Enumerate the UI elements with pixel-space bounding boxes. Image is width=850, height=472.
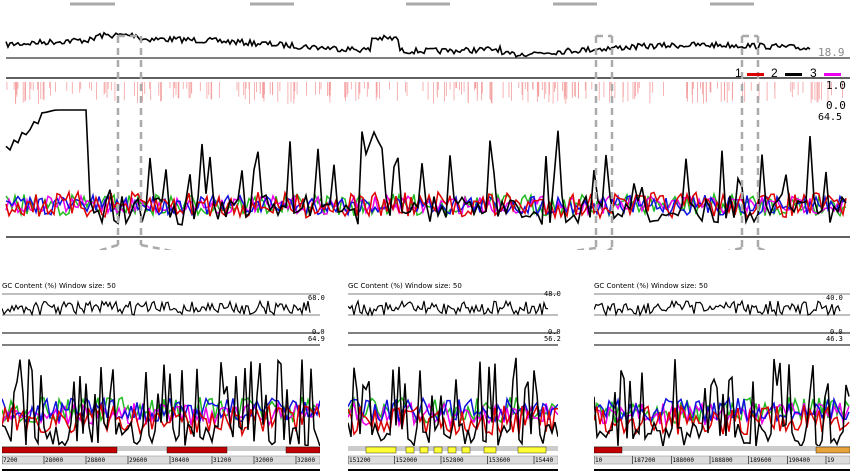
p3-feature-2[interactable] [815,446,850,454]
series-legend: 1 2 3 [735,66,850,80]
overview-series-black [5,109,847,226]
legend-swatch-3 [824,73,841,76]
panel-1-plot [2,293,320,471]
legend-label-1: 1 [735,66,742,80]
p3-tick-5: 189600 [749,457,772,464]
legend-label-3: 3 [810,66,817,80]
p2-feature-2[interactable] [405,446,415,454]
p2-feature-5[interactable] [447,446,457,454]
feature-stripes [6,82,843,104]
p3-gc-line [594,299,841,317]
panel-3-gc-min: 0.0 [830,328,843,336]
p1-tick-1: 7200 [3,457,18,464]
legend-swatch-2 [785,73,802,76]
detail-panel-3[interactable]: GC Content (%) Window size: 50 40.0 0.0 … [594,282,850,472]
p2-feature-4[interactable] [433,446,443,454]
p1-tick-7: 32000 [255,457,274,464]
p2-feature-6[interactable] [461,446,471,454]
panel-1-title: GC Content (%) Window size: 50 [2,282,116,290]
overview-scale-value: 64.5 [818,112,843,123]
overview-scale-top: 1.0 [826,79,846,92]
p2-feature-8[interactable] [517,446,547,454]
p2-tick-4: 153600 [488,457,511,464]
p3-tick-7: 19 [827,457,835,464]
p3-tick-6: 190400 [788,457,811,464]
overview-series-lines [5,109,847,226]
zoom-guide-3-5 [757,246,768,250]
p1-tick-6: 31200 [213,457,232,464]
p2-series-black [348,357,558,448]
p2-tick-1: 151200 [349,457,371,464]
p3-tick-2: 187200 [633,457,656,464]
p3-tick-4: 188800 [711,457,733,464]
p1-feature-1[interactable] [2,446,118,454]
panel-2-plot [348,293,558,471]
panel-2-gc-mean: 56.2 [544,335,561,343]
p1-gc-line [2,299,311,317]
overview-svg [5,2,850,250]
p1-feature-3[interactable] [285,446,320,454]
p2-tick-2: 152000 [395,457,418,464]
zoom-guides [96,34,768,250]
overview-gc-max: 18.9 [818,46,845,59]
p2-feature-7[interactable] [483,446,497,454]
p2-tick-5: 15440 [535,457,554,464]
panel-3-plot [594,293,850,471]
p2-feature-1[interactable] [365,446,397,454]
zoom-guide-3-4 [726,246,743,250]
legend-swatch-1 [747,73,764,76]
p3-series-black [594,358,850,449]
panel-3-gc-max: 40.0 [826,294,843,302]
p2-feature-3[interactable] [419,446,429,454]
p3-tick-3: 188000 [672,457,695,464]
zoom-guide-2-4 [570,246,597,250]
panel-3-title: GC Content (%) Window size: 50 [594,282,708,290]
zoom-guide-1-4 [96,243,119,250]
zoom-guide-2-5 [606,246,613,250]
p3-feature-1[interactable] [594,446,623,454]
panel-3-gc-mean: 46.3 [826,335,843,343]
overview-plot: 18.9 1.0 0.0 64.5 1 2 3 [5,2,850,250]
overview-gc-line [5,31,811,58]
panel-1-gc-min: 0.0 [312,328,325,336]
p3-tick-1: 10 [595,457,603,464]
zoom-guide-1-5 [140,243,174,250]
p1-tick-8: 32800 [297,457,316,464]
p2-gc-line [348,299,549,317]
p1-series-black [2,358,320,447]
p1-tick-5: 30400 [171,457,190,464]
panel-2-title: GC Content (%) Window size: 50 [348,282,462,290]
panel-1-gc-mean: 64.9 [308,335,325,343]
legend-label-2: 2 [771,66,778,80]
p1-tick-2: 28000 [45,457,64,464]
p1-tick-4: 29600 [129,457,148,464]
p1-feature-2[interactable] [166,446,228,454]
panel-1-gc-max: 68.0 [308,294,325,302]
p2-tick-3: 152800 [442,457,464,464]
detail-panel-2[interactable]: GC Content (%) Window size: 50 48.0 0.0 … [348,282,561,472]
p1-tick-3: 28800 [87,457,106,464]
detail-panel-1[interactable]: GC Content (%) Window size: 50 68.0 0.0 … [2,282,325,472]
overview-scale-bottom: 0.0 [826,99,846,112]
panel-2-gc-min: 0.0 [548,328,561,336]
